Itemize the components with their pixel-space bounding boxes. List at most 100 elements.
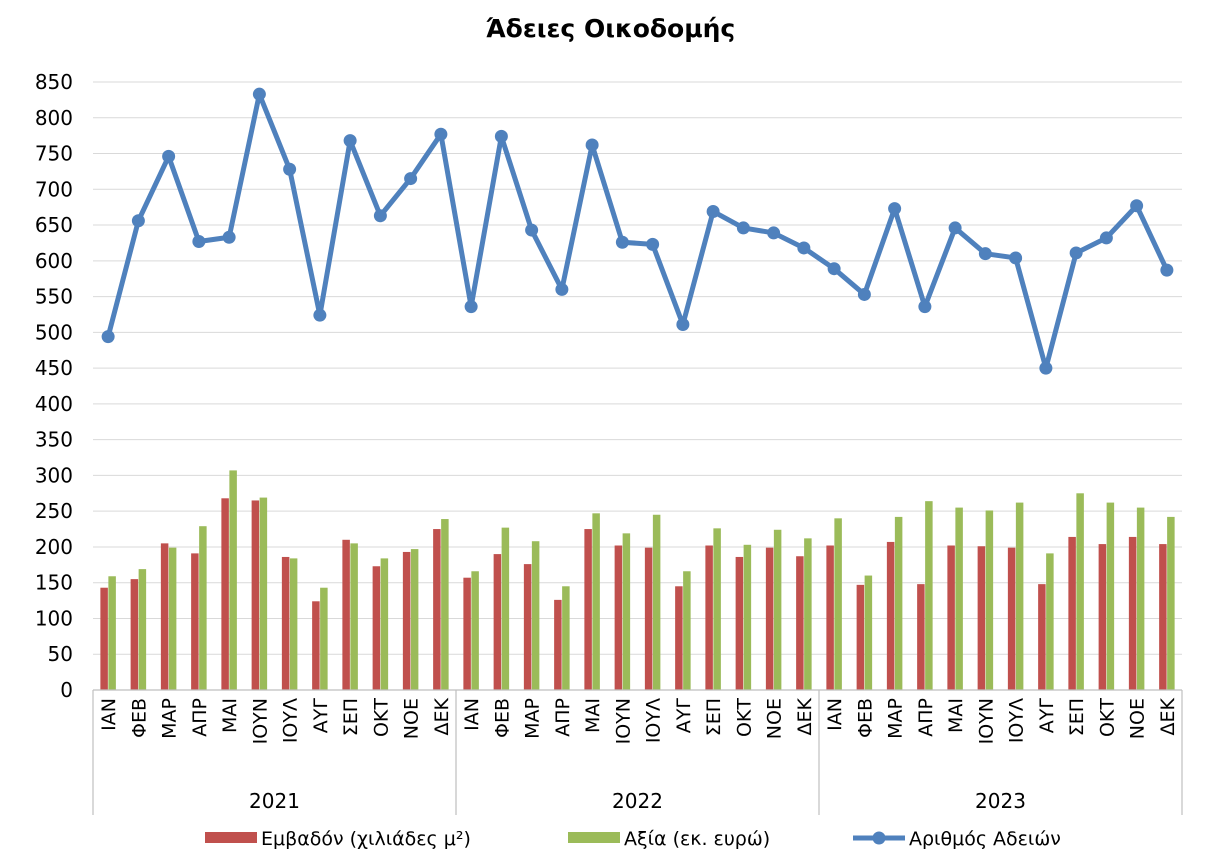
permits-count-point [313,308,327,322]
area-bar [130,579,139,690]
chart-title: Άδειες Οικοδομής [485,14,736,43]
y-tick-label: 700 [35,177,73,201]
area-bar [493,554,502,690]
area-bar [796,556,804,690]
area-bar [675,586,683,690]
permits-count-point [767,226,781,240]
x-tick-label: ΝΟΕ [1127,698,1149,739]
value-bar [410,549,419,690]
permits-count-point [252,87,266,101]
legend-marker [872,831,886,845]
permits-count-point [192,235,206,249]
x-tick-label: ΟΚΤ [370,698,392,737]
year-label: 2022 [612,789,663,813]
x-tick-label: ΜΑΡ [885,698,907,739]
area-bar [886,541,895,690]
area-bar [160,543,169,690]
area-bar [1007,547,1016,690]
legend: Εμβαδόν (χιλιάδες μ²) Αξία (εκ. ευρώ) Αριθ… [205,828,1061,850]
x-tick-label: ΔΕΚ [794,697,816,735]
y-tick-label: 750 [35,142,73,166]
y-tick-label: 300 [35,463,73,487]
legend-label: Αξία (εκ. ευρώ) [624,828,770,850]
permits-count-point [494,129,508,143]
value-bar [229,470,237,690]
permits-count-point [131,214,145,228]
area-bar [463,577,471,690]
y-tick-label: 50 [48,642,73,666]
x-tick-label: ΙΟΥΝ [249,698,271,744]
area-bar [191,553,199,690]
permits-count-point [373,209,387,223]
permits-count-point [1039,361,1053,375]
permits-count-point [706,204,720,218]
area-bar [644,547,653,690]
axes: 0 50 100 150 200 250 300 350 400 450 500 550 600 650 7… [35,70,1183,815]
permits-count-point [525,223,539,237]
permits-count-point [162,149,176,163]
legend-swatch [568,832,620,843]
value-bar [501,527,510,690]
area-bar [1128,536,1137,690]
area-bar [1068,536,1076,690]
value-bar [1167,516,1175,690]
year-label: 2021 [249,789,300,813]
x-tick-label: ΟΚΤ [733,698,755,737]
area-bar [705,545,713,690]
y-tick-label: 500 [35,320,73,344]
value-bar [199,526,207,690]
area-bar [826,545,834,690]
area-bar [765,547,774,690]
value-bar [985,510,994,690]
permits-count-point [222,230,236,244]
value-bar [138,569,147,690]
line-series-layer [101,87,1174,375]
x-tick-label: ΔΕΚ [1157,697,1179,735]
area-bar [856,584,865,690]
x-tick-label: ΑΥΓ [310,698,332,734]
area-bar [312,601,320,690]
x-tick-label: ΜΑΙ [945,698,967,733]
area-bar [372,566,381,690]
value-bar [259,497,268,690]
value-bar [1106,502,1115,690]
x-tick-label: ΦΕΒ [128,698,150,738]
x-tick-label: ΙΟΥΝ [612,698,634,744]
y-tick-label: 200 [35,535,73,559]
value-bar [713,528,721,690]
x-tick-label: ΙΟΥΛ [1006,698,1028,743]
x-tick-label: ΑΠΡ [552,698,574,737]
permits-count-point [555,282,569,296]
permits-count-point [1160,263,1174,277]
y-tick-label: 150 [35,571,73,595]
x-tick-label: ΜΑΡ [159,698,181,739]
area-bar [342,539,350,690]
value-bar [834,518,842,690]
area-bar [735,556,744,690]
y-tick-label: 600 [35,249,73,273]
x-tick-label: ΝΟΕ [764,698,786,739]
value-bar [1046,553,1054,690]
area-bar [251,500,260,690]
y-tick-label: 0 [60,678,73,702]
value-bar [350,543,358,690]
value-bar [683,571,691,690]
value-bar [108,576,116,690]
value-bar [320,587,328,690]
y-tick-label: 550 [35,285,73,309]
area-bar [433,529,441,690]
permits-count-point [1009,251,1023,265]
area-bar [221,498,229,690]
value-bar [864,575,873,690]
x-tick-label: ΑΥΓ [1036,698,1058,734]
legend-label: Εμβαδόν (χιλιάδες μ²) [261,828,471,850]
area-bar [402,551,411,690]
x-tick-label: ΣΕΠ [1066,698,1088,736]
y-tick-label: 650 [35,213,73,237]
x-tick-label: ΣΕΠ [703,698,725,736]
area-bar [584,529,592,690]
permits-count-point [1099,231,1113,245]
y-tick-label: 250 [35,499,73,523]
permits-count-point [736,221,750,235]
